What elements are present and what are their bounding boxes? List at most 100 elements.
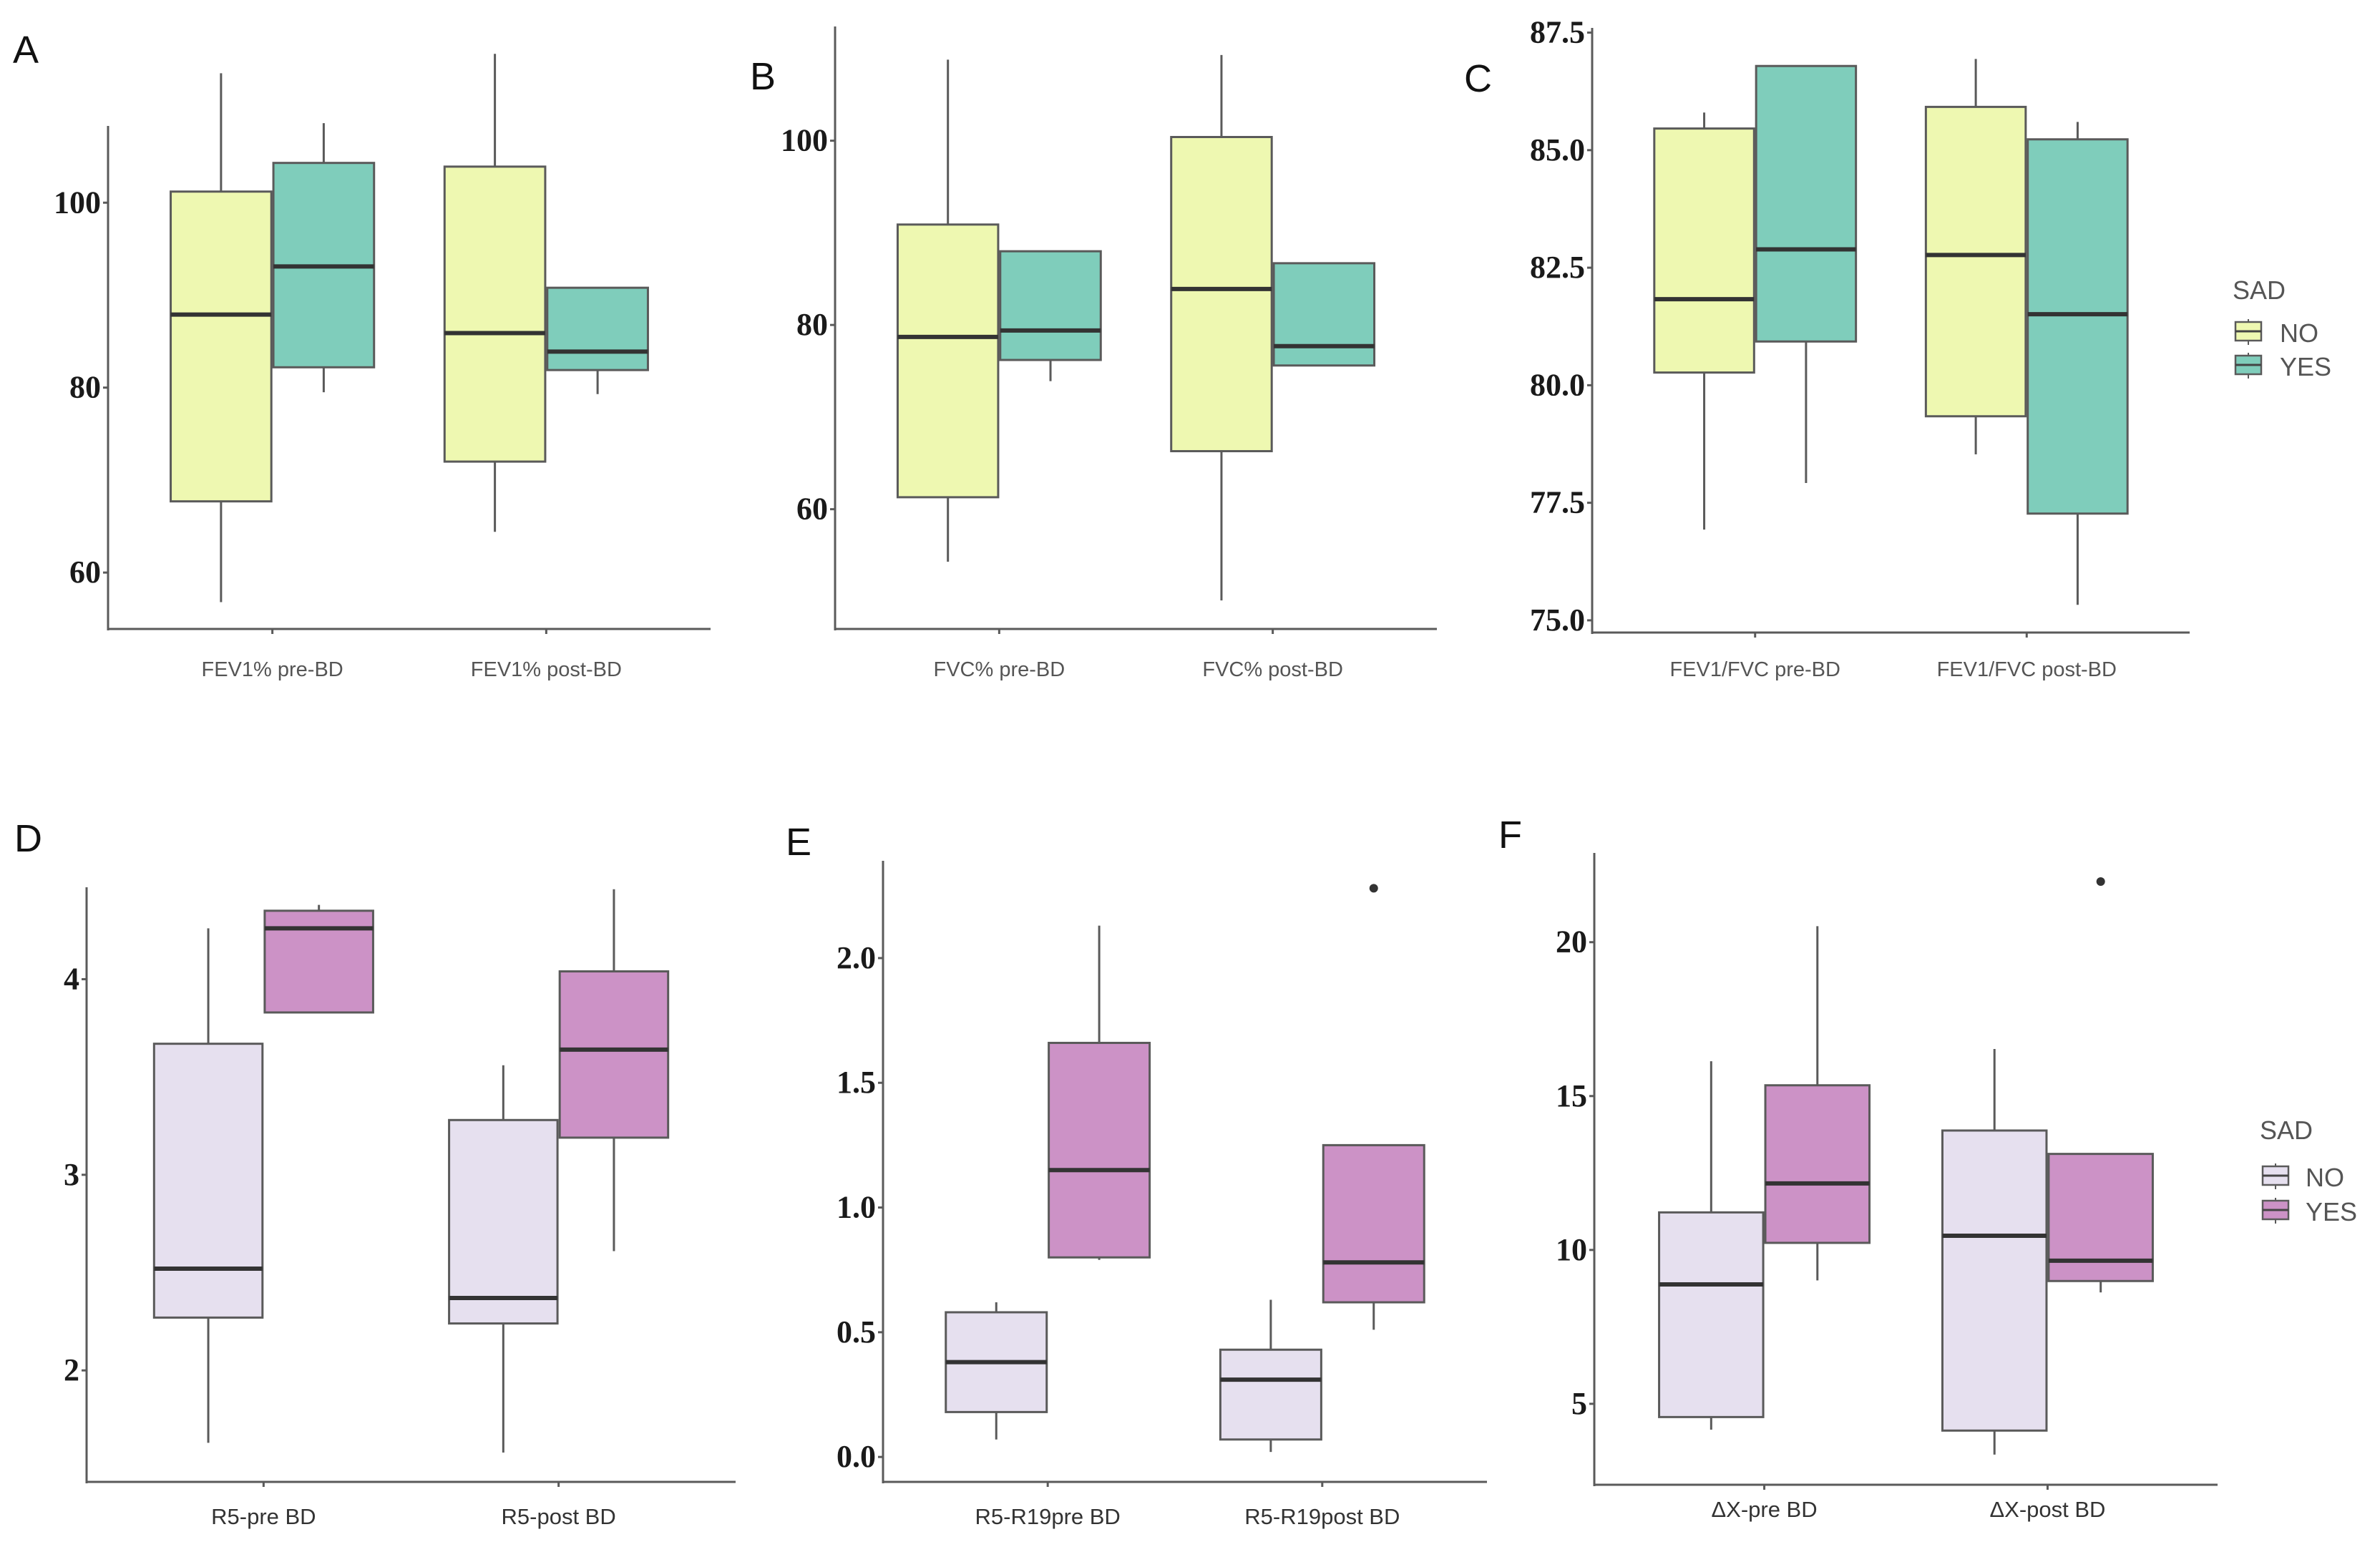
box-yes bbox=[1755, 64, 1858, 484]
box-iqr bbox=[558, 970, 670, 1139]
box-no bbox=[152, 928, 264, 1443]
y-tick-label: 0.0 bbox=[837, 1439, 876, 1474]
box-no bbox=[945, 1302, 1048, 1440]
box-iqr bbox=[1219, 1348, 1322, 1441]
legend-title: SAD bbox=[2233, 275, 2286, 305]
box-yes bbox=[546, 286, 649, 394]
box-iqr bbox=[1170, 135, 1273, 453]
y-tick-label: 5 bbox=[1571, 1386, 1587, 1421]
x-category-label: FVC% pre-BD bbox=[934, 658, 1065, 681]
box-iqr bbox=[1653, 127, 1755, 374]
legend-title: SAD bbox=[2260, 1116, 2313, 1145]
legend-label-no: NO bbox=[2280, 318, 2318, 348]
x-category-label: R5-R19pre BD bbox=[975, 1504, 1121, 1529]
y-tick-label: 60 bbox=[796, 492, 828, 527]
box-yes bbox=[2027, 122, 2129, 605]
legend-label-yes: YES bbox=[2280, 352, 2331, 381]
box-yes bbox=[1272, 262, 1376, 367]
y-tick-label: 15 bbox=[1556, 1078, 1587, 1113]
box-no bbox=[1170, 54, 1273, 601]
x-category-label: R5-post BD bbox=[502, 1504, 616, 1529]
panel-letter: A bbox=[13, 29, 39, 72]
panel-d: D 2 3 4 R5-pre BD R5-post BD bbox=[14, 817, 736, 1529]
box-no bbox=[1653, 112, 1755, 530]
legend: SAD NO YES bbox=[2233, 275, 2331, 381]
panel-a: A 60 80 100 FEV1% pre-BD FEV1% post-BD bbox=[13, 29, 711, 681]
outlier-point bbox=[1369, 884, 1378, 893]
box-no bbox=[1219, 1299, 1322, 1453]
legend-label-no: NO bbox=[2306, 1163, 2344, 1192]
box-yes bbox=[2047, 877, 2154, 1293]
box-yes bbox=[263, 904, 374, 1014]
box-iqr bbox=[896, 223, 1000, 499]
box-yes bbox=[272, 123, 376, 393]
box-no bbox=[443, 54, 547, 532]
box-yes bbox=[1322, 884, 1425, 1330]
outlier-point bbox=[2096, 877, 2105, 886]
box-iqr bbox=[999, 250, 1102, 361]
box-iqr bbox=[1322, 1143, 1425, 1304]
y-tick-label: 4 bbox=[64, 961, 79, 996]
y-tick-label: 20 bbox=[1556, 924, 1587, 960]
y-tick-label: 2.0 bbox=[837, 940, 876, 975]
panel-letter: F bbox=[1498, 814, 1522, 857]
x-category-label: R5-R19post BD bbox=[1244, 1504, 1400, 1529]
y-tick-label: 87.5 bbox=[1530, 15, 1585, 50]
panel-letter: C bbox=[1464, 57, 1492, 100]
box-no bbox=[1941, 1048, 2048, 1455]
box-iqr bbox=[1755, 64, 1858, 343]
box-yes bbox=[1764, 926, 1871, 1281]
y-tick-label: 10 bbox=[1556, 1232, 1587, 1267]
box-iqr bbox=[1941, 1129, 2048, 1432]
panel-f: F 5 10 15 20 ΔX-pre BD ΔX-post BD SAD NO YES bbox=[1498, 814, 2357, 1522]
y-tick-label: 75.0 bbox=[1530, 602, 1585, 638]
x-category-label: FEV1/FVC post-BD bbox=[1937, 658, 2117, 681]
panel-b: B 60 80 100 FVC% pre-BD FVC% post-BD bbox=[750, 26, 1437, 681]
legend: SAD NO YES bbox=[2260, 1116, 2357, 1226]
y-tick-label: 100 bbox=[54, 185, 101, 220]
box-yes bbox=[558, 889, 670, 1251]
y-tick-label: 0.5 bbox=[837, 1314, 876, 1350]
y-tick-label: 1.5 bbox=[837, 1065, 876, 1100]
box-iqr bbox=[1764, 1084, 1871, 1244]
box-iqr bbox=[1924, 105, 2027, 418]
panel-letter: E bbox=[786, 821, 811, 864]
y-tick-label: 85.0 bbox=[1530, 132, 1585, 167]
box-iqr bbox=[443, 165, 547, 463]
box-iqr bbox=[263, 909, 374, 1014]
y-tick-label: 1.0 bbox=[837, 1190, 876, 1225]
box-yes bbox=[999, 250, 1102, 381]
x-category-label: R5-pre BD bbox=[211, 1504, 316, 1529]
box-iqr bbox=[152, 1043, 264, 1319]
panel-letter: B bbox=[750, 55, 776, 98]
y-tick-label: 100 bbox=[781, 123, 828, 158]
box-iqr bbox=[170, 190, 273, 503]
y-tick-label: 80.0 bbox=[1530, 367, 1585, 402]
box-no bbox=[1924, 59, 2027, 454]
y-tick-label: 60 bbox=[69, 555, 101, 590]
y-tick-label: 80 bbox=[69, 370, 101, 405]
x-category-label: ΔX-pre BD bbox=[1711, 1497, 1817, 1522]
box-iqr bbox=[2027, 138, 2129, 515]
y-tick-label: 77.5 bbox=[1530, 485, 1585, 520]
box-iqr bbox=[1658, 1211, 1765, 1418]
box-iqr bbox=[546, 286, 649, 371]
legend-label-yes: YES bbox=[2306, 1197, 2357, 1226]
box-no bbox=[448, 1065, 559, 1453]
x-category-label: FVC% post-BD bbox=[1202, 658, 1343, 681]
box-yes bbox=[1048, 925, 1151, 1260]
panel-e: E 0.0 0.5 1.0 1.5 2.0 R5-R19pre BD R5-R19post B… bbox=[786, 821, 1487, 1529]
panel-letter: D bbox=[14, 817, 42, 860]
x-category-label: ΔX-post BD bbox=[1989, 1497, 2105, 1522]
y-tick-label: 2 bbox=[64, 1352, 79, 1387]
box-no bbox=[1658, 1061, 1765, 1430]
box-iqr bbox=[1048, 1041, 1151, 1259]
panel-c: C 75.0 77.5 80.0 82.5 85.0 87.5 FEV1/FVC pre-BD… bbox=[1464, 15, 2331, 681]
box-iqr bbox=[1272, 262, 1376, 367]
x-category-label: FEV1% pre-BD bbox=[202, 658, 343, 681]
y-tick-label: 82.5 bbox=[1530, 250, 1585, 285]
y-tick-label: 80 bbox=[796, 307, 828, 342]
box-no bbox=[896, 59, 1000, 562]
box-no bbox=[170, 73, 273, 602]
